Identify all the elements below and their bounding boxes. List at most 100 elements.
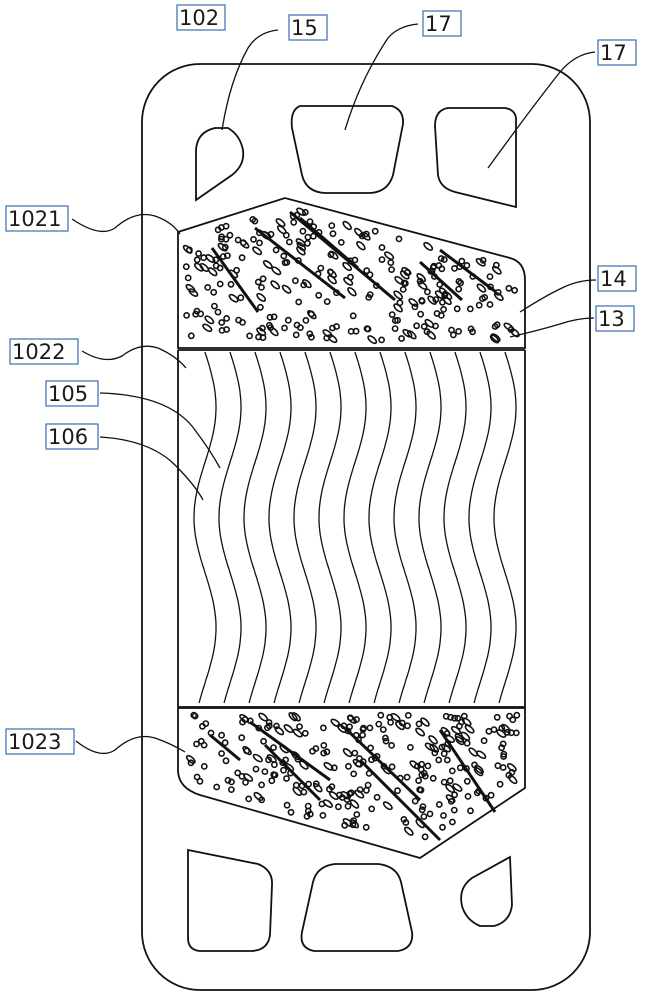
- bump-dimple: [252, 753, 263, 763]
- boss-dot: [214, 308, 222, 316]
- boss-dot: [486, 301, 494, 308]
- boss-dot: [435, 801, 443, 808]
- boss-dot: [382, 737, 390, 745]
- boss-dot: [455, 285, 463, 293]
- corrugation-wave: [418, 351, 442, 704]
- corrugation-wave: [343, 351, 367, 704]
- boss-dot: [478, 295, 486, 302]
- corrugation-waves: [193, 351, 517, 704]
- boss-dot: [287, 808, 295, 816]
- boss-dot: [395, 235, 403, 243]
- boss-dot: [491, 323, 499, 330]
- boss-dot: [448, 818, 456, 826]
- boss-dot: [469, 273, 477, 280]
- boss-dot: [323, 748, 331, 756]
- boss-dot: [304, 802, 312, 810]
- boss-dot: [283, 801, 291, 809]
- boss-dot: [319, 724, 327, 732]
- diagonal-rib: [439, 248, 497, 294]
- boss-dot: [350, 770, 358, 778]
- bump-dimple: [384, 251, 395, 261]
- upper-distribution-pattern: [182, 207, 520, 345]
- boss-dot: [396, 774, 404, 782]
- boss-dot: [296, 723, 303, 730]
- boss-dot: [218, 731, 225, 739]
- boss-dot: [455, 327, 462, 335]
- leader-14: [519, 279, 597, 313]
- boss-dot: [482, 794, 490, 802]
- boss-dot: [467, 807, 474, 815]
- boss-dot: [435, 756, 443, 764]
- boss-dot: [368, 805, 376, 813]
- boss-dot: [494, 762, 502, 770]
- corrugation-wave: [293, 351, 317, 704]
- boss-dot: [221, 243, 229, 251]
- boss-dot: [319, 812, 327, 819]
- boss-dot: [429, 774, 437, 782]
- leader-1023: [75, 735, 186, 755]
- boss-dot: [363, 267, 371, 275]
- boss-dot: [191, 712, 199, 720]
- boss-dot: [438, 298, 446, 306]
- boss-dot: [252, 765, 260, 773]
- boss-dot: [432, 322, 439, 330]
- boss-dot: [424, 762, 432, 770]
- boss-dot: [463, 765, 470, 772]
- boss-dot: [362, 230, 370, 238]
- label-17-center: 17: [422, 10, 462, 37]
- boss-dot: [255, 229, 263, 237]
- boss-dot: [320, 742, 328, 749]
- boss-dot: [365, 770, 373, 777]
- boss-dot: [363, 325, 371, 333]
- bump-dimple: [491, 265, 502, 275]
- boss-dot: [280, 252, 288, 260]
- boss-dot: [509, 716, 517, 724]
- boss-dot: [381, 734, 389, 742]
- boss-dot: [223, 314, 230, 322]
- svg-text:105: 105: [48, 382, 88, 406]
- boss-dot: [359, 758, 367, 766]
- boss-dot: [238, 772, 246, 780]
- boss-dot: [193, 740, 200, 748]
- bump-dimple: [291, 751, 301, 761]
- boss-dot: [419, 803, 427, 810]
- bump-dimple: [460, 731, 471, 741]
- boss-dot: [246, 332, 253, 340]
- bump-dimple: [476, 283, 487, 293]
- boss-dot: [243, 747, 250, 755]
- svg-text:106: 106: [48, 425, 88, 449]
- boss-dot: [403, 773, 411, 781]
- bump-dimple: [252, 246, 263, 256]
- leader-15: [221, 29, 279, 131]
- boss-dot: [250, 235, 257, 243]
- bump-dimple: [342, 817, 353, 827]
- boss-dot: [337, 238, 345, 246]
- corrugation-wave: [468, 351, 492, 704]
- bump-dimple: [266, 754, 277, 763]
- port-small-bottom-right: [460, 855, 513, 927]
- boss-dot: [475, 301, 483, 309]
- boss-dot: [285, 238, 293, 246]
- boss-dot: [328, 324, 336, 332]
- boss-dot: [283, 775, 290, 782]
- boss-dot: [388, 742, 395, 749]
- label-106: 106: [45, 423, 99, 450]
- boss-dot: [388, 311, 396, 318]
- boss-dot: [466, 305, 474, 313]
- boss-dot: [187, 332, 195, 340]
- boss-dot: [487, 791, 495, 799]
- boss-dot: [353, 811, 361, 818]
- boss-dot: [506, 712, 513, 720]
- boss-dot: [197, 737, 205, 745]
- bump-dimple: [274, 726, 285, 736]
- bump-dimple: [292, 786, 302, 796]
- bump-dimple: [367, 335, 378, 345]
- boss-dot: [307, 333, 315, 341]
- boss-dot: [417, 310, 424, 318]
- boss-dot: [238, 734, 246, 742]
- boss-dot: [437, 255, 445, 262]
- boss-dot: [440, 750, 448, 758]
- boss-dot: [398, 719, 406, 727]
- lower-distribution-region: [177, 707, 526, 859]
- boss-dot: [289, 212, 297, 220]
